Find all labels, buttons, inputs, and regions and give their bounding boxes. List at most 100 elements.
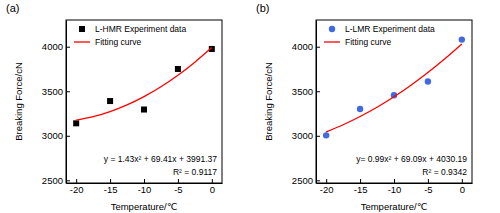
data-point bbox=[107, 98, 113, 104]
chart-root: -20 -15 -10 -5 0 2500 3000 3500 4000 L-HMR Experi… bbox=[0, 0, 500, 213]
data-point bbox=[141, 107, 147, 113]
tick-mark bbox=[144, 179, 145, 183]
legend-symbol bbox=[329, 26, 335, 32]
tick-label: -20 bbox=[70, 184, 84, 195]
y-axis: 2500 3000 3500 4000 bbox=[42, 21, 70, 186]
tick: -10 bbox=[388, 179, 402, 195]
plot-area: -20 -15 -10 -5 0 2500 3000 3500 4000 L-HMR Experi… bbox=[42, 20, 223, 195]
axis-line bbox=[66, 21, 67, 184]
tick-label: 0 bbox=[210, 184, 215, 195]
tick-mark bbox=[326, 179, 327, 183]
legend-entry: L-HMR Experiment data bbox=[79, 24, 186, 34]
tick: 0 bbox=[460, 179, 465, 195]
data-point bbox=[73, 120, 79, 126]
tick-label: -20 bbox=[320, 184, 334, 195]
tick-mark bbox=[316, 180, 320, 181]
tick: 3000 bbox=[42, 130, 70, 141]
legend-symbol bbox=[74, 41, 90, 42]
data-point bbox=[425, 78, 431, 84]
tick-mark bbox=[66, 136, 70, 137]
tick: 3500 bbox=[42, 86, 70, 97]
annotation: R² = 0.9117 bbox=[173, 167, 217, 177]
marks bbox=[73, 46, 215, 126]
tick-label: 0 bbox=[460, 184, 465, 195]
tick: 0 bbox=[210, 179, 215, 195]
tick: 2500 bbox=[292, 175, 320, 186]
tick-label: 3000 bbox=[292, 130, 313, 141]
tick-mark bbox=[178, 179, 179, 183]
tick: -20 bbox=[70, 179, 84, 195]
annotation: y= 0.99x² + 69.09x + 4030.19 bbox=[356, 154, 467, 164]
legend-entry: L-LMR Experiment data bbox=[329, 24, 435, 34]
plot-frame bbox=[66, 20, 222, 183]
tick: -5 bbox=[424, 179, 432, 195]
tick-mark bbox=[76, 179, 77, 183]
legend-label: L-LMR Experiment data bbox=[345, 24, 435, 34]
annotation: R² = 0.9342 bbox=[422, 167, 467, 177]
y-axis-title: Breaking Force/cN bbox=[13, 62, 24, 141]
tick: 3500 bbox=[292, 86, 320, 97]
panel: -20 -15 -10 -5 0 2500 3000 3500 4000 L-HMR Experi… bbox=[6, 2, 223, 212]
panel-label: (b) bbox=[256, 2, 269, 14]
legend-symbol bbox=[79, 26, 85, 32]
tick-mark bbox=[66, 180, 70, 181]
tick: 3000 bbox=[292, 130, 320, 141]
tick-mark bbox=[428, 179, 429, 183]
tick-mark bbox=[316, 136, 320, 137]
data-point bbox=[323, 132, 329, 138]
tick-mark bbox=[462, 179, 463, 183]
tick-label: 4000 bbox=[42, 41, 63, 52]
y-axis: 2500 3000 3500 4000 bbox=[292, 21, 320, 186]
x-axis-title: Temperature/℃ bbox=[111, 201, 178, 212]
legend: L-HMR Experiment data Fitting curve bbox=[74, 24, 186, 47]
x-axis-title: Temperature/℃ bbox=[361, 201, 428, 212]
tick-mark bbox=[66, 47, 70, 48]
legend-entry: Fitting curve bbox=[324, 37, 392, 47]
y-axis-title: Breaking Force/cN bbox=[263, 62, 274, 141]
tick-label: 3500 bbox=[292, 86, 313, 97]
panel-label: (a) bbox=[6, 2, 19, 14]
tick: -5 bbox=[174, 179, 182, 195]
plot-frame bbox=[316, 20, 472, 183]
axis-line bbox=[316, 21, 317, 184]
legend: L-LMR Experiment data Fitting curve bbox=[324, 24, 435, 47]
tick-mark bbox=[316, 47, 320, 48]
annotation: y = 1.43x² + 69.41x + 3991.37 bbox=[104, 154, 217, 164]
panel: -20 -15 -10 -5 0 2500 3000 3500 4000 L-LMR Experi… bbox=[256, 2, 473, 212]
marks bbox=[323, 36, 465, 138]
tick-mark bbox=[394, 179, 395, 183]
data-point bbox=[459, 36, 465, 42]
tick-label: -10 bbox=[138, 184, 152, 195]
tick-label: -5 bbox=[424, 184, 432, 195]
legend-label: Fitting curve bbox=[345, 37, 392, 47]
tick-mark bbox=[360, 179, 361, 183]
legend-label: Fitting curve bbox=[95, 37, 142, 47]
tick-label: -5 bbox=[174, 184, 182, 195]
fit-line bbox=[326, 44, 462, 132]
x-axis: -20 -15 -10 -5 0 bbox=[317, 179, 473, 195]
tick-label: -15 bbox=[104, 184, 118, 195]
plot-area: -20 -15 -10 -5 0 2500 3000 3500 4000 L-LMR Experi… bbox=[292, 20, 473, 195]
tick: -15 bbox=[104, 179, 118, 195]
tick: 4000 bbox=[292, 41, 320, 52]
legend-symbol bbox=[324, 41, 340, 42]
tick: -10 bbox=[138, 179, 152, 195]
tick-mark bbox=[110, 179, 111, 183]
tick: 2500 bbox=[42, 175, 70, 186]
tick-label: -15 bbox=[354, 184, 368, 195]
data-point bbox=[175, 66, 181, 72]
legend-entry: Fitting curve bbox=[74, 37, 142, 47]
fit-line bbox=[76, 48, 212, 121]
data-point bbox=[357, 106, 363, 112]
tick-label: 3500 bbox=[42, 86, 63, 97]
x-axis: -20 -15 -10 -5 0 bbox=[67, 179, 223, 195]
tick-label: 4000 bbox=[292, 41, 313, 52]
tick-mark bbox=[316, 91, 320, 92]
tick-mark bbox=[212, 179, 213, 183]
tick-label: 3000 bbox=[42, 130, 63, 141]
tick-mark bbox=[66, 91, 70, 92]
tick-label: -10 bbox=[388, 184, 402, 195]
tick: 4000 bbox=[42, 41, 70, 52]
tick: -15 bbox=[354, 179, 368, 195]
tick: -20 bbox=[320, 179, 334, 195]
